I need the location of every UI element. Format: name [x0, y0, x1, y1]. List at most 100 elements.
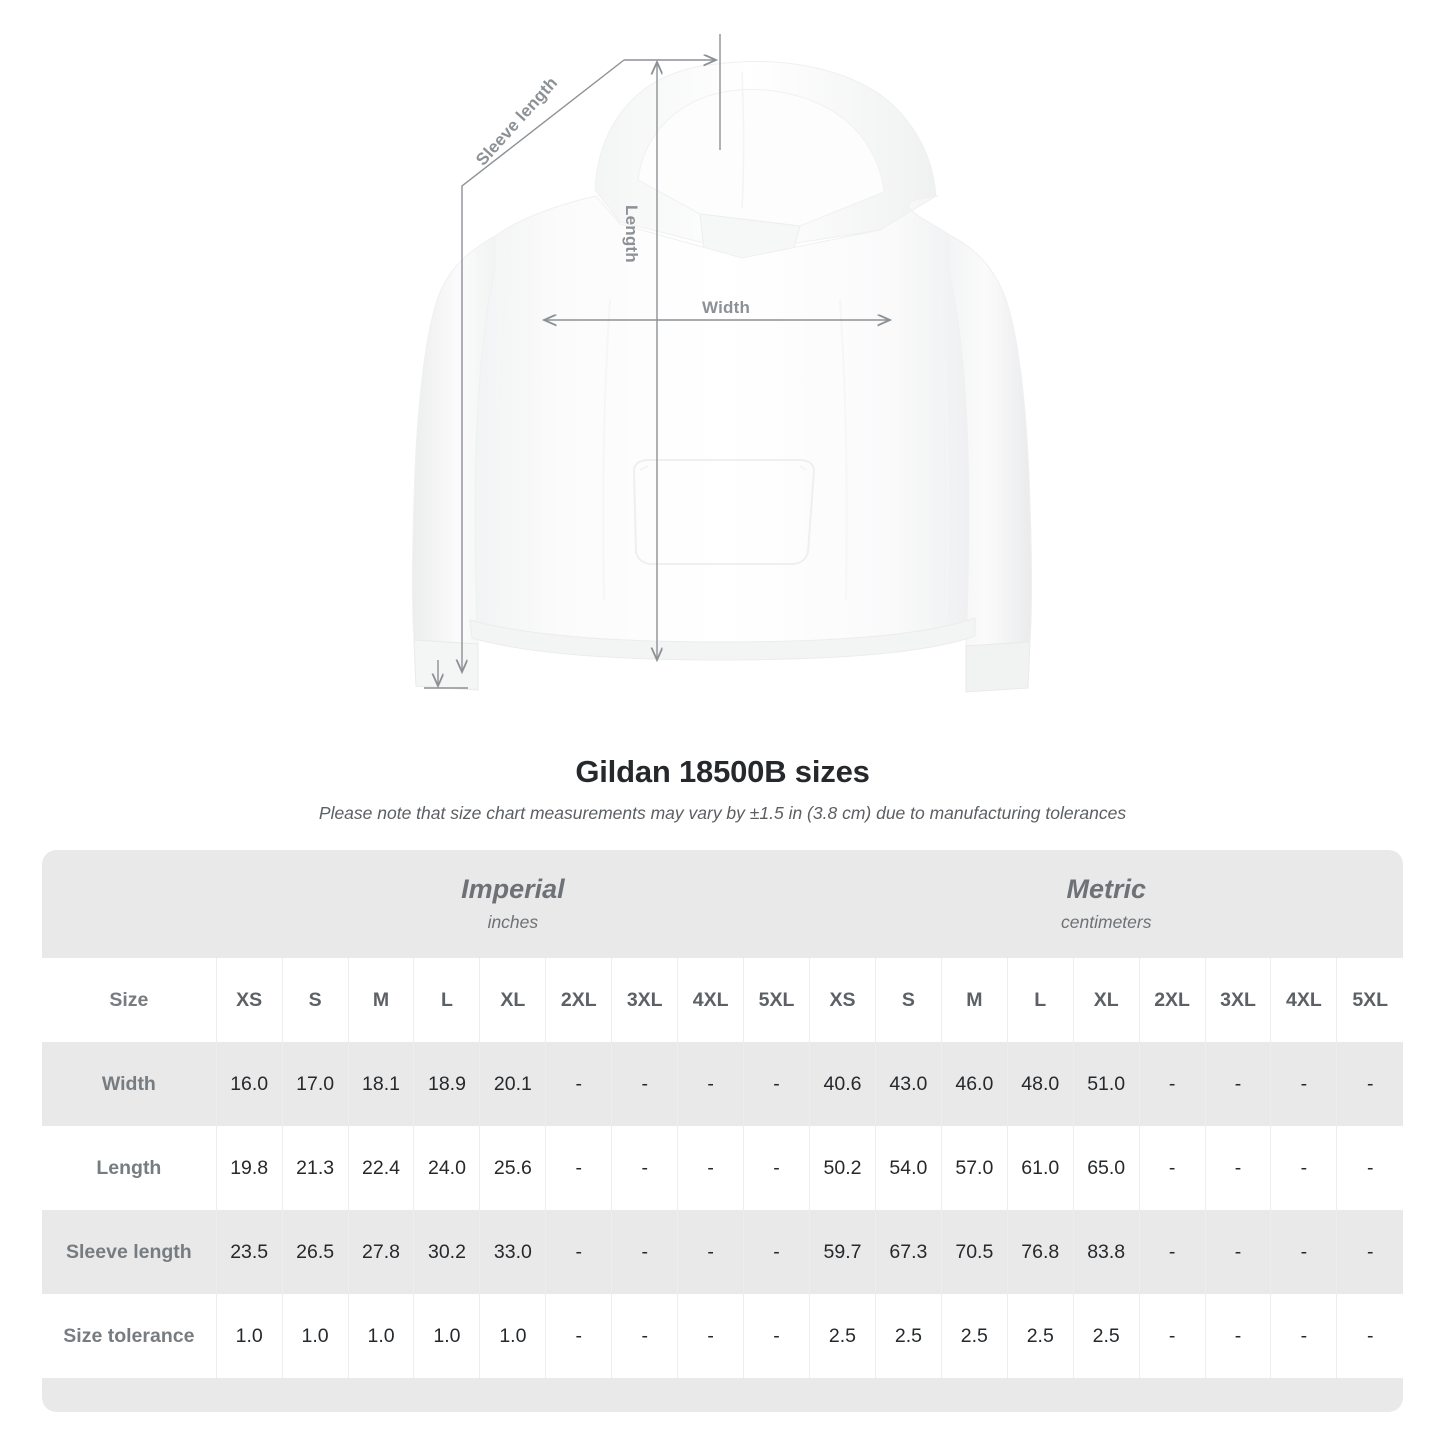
cell-length-imperial-s: 21.3 — [281, 1126, 349, 1210]
cell-width-metric-5xl: - — [1336, 1042, 1403, 1126]
size-header-metric-3xl: 3XL — [1204, 958, 1271, 1042]
cell-sleeve-length-metric-5xl: - — [1336, 1210, 1403, 1294]
size-header-imperial-4xl: 4XL — [677, 958, 744, 1042]
cell-sleeve-length-imperial-5xl: - — [743, 1210, 810, 1294]
hoodie-diagram — [412, 34, 1032, 693]
size-header-row: Size XS S M L XL 2XL 3XL 4XL 5XL XS S M L XL 2XL 3XL 4XL 5… — [42, 958, 1403, 1042]
cell-size-tolerance-imperial-2xl: - — [545, 1294, 612, 1378]
cell-sleeve-length-imperial-s: 26.5 — [281, 1210, 349, 1294]
footer-middle — [216, 1378, 1337, 1412]
cell-sleeve-length-imperial-4xl: - — [677, 1210, 744, 1294]
size-header-metric-l: L — [1006, 958, 1074, 1042]
cell-width-metric-s: 43.0 — [874, 1042, 942, 1126]
cell-length-metric-2xl: - — [1138, 1126, 1206, 1210]
unit-header-row: Imperial inches Metric centimeters — [42, 850, 1403, 958]
footer-right — [1336, 1378, 1403, 1412]
width-label: Width — [702, 298, 751, 317]
size-header-metric-2xl: 2XL — [1138, 958, 1206, 1042]
cell-width-imperial-2xl: - — [545, 1042, 612, 1126]
cell-size-tolerance-imperial-4xl: - — [677, 1294, 744, 1378]
table-row: Length 19.8 21.3 22.4 24.0 25.6- - - -50.2 54.0 57… — [42, 1126, 1403, 1210]
row-label-width: Width — [42, 1042, 217, 1126]
cell-length-metric-xs: 50.2 — [809, 1126, 876, 1210]
cell-length-imperial-m: 22.4 — [347, 1126, 414, 1210]
cell-sleeve-length-metric-l: 76.8 — [1006, 1210, 1074, 1294]
cell-width-imperial-3xl: - — [611, 1042, 678, 1126]
cell-length-metric-3xl: - — [1204, 1126, 1271, 1210]
cell-length-metric-5xl: - — [1336, 1126, 1403, 1210]
cell-size-tolerance-metric-4xl: - — [1270, 1294, 1337, 1378]
cell-size-tolerance-metric-m: 2.5 — [940, 1294, 1008, 1378]
length-label: Length — [622, 205, 641, 263]
cell-sleeve-length-metric-2xl: - — [1138, 1210, 1206, 1294]
dimension-lines — [424, 34, 890, 689]
title-block: Gildan 18500B sizes Please note that siz… — [0, 754, 1445, 824]
size-header-imperial-2xl: 2XL — [545, 958, 612, 1042]
unit-header-imperial: Imperial inches — [216, 850, 810, 958]
size-header-imperial-xl: XL — [479, 958, 546, 1042]
unit-header-spacer — [42, 850, 217, 958]
unit-name-metric: Metric — [1066, 873, 1147, 904]
cell-sleeve-length-imperial-3xl: - — [611, 1210, 678, 1294]
cell-length-imperial-xs: 19.8 — [215, 1126, 283, 1210]
cell-width-metric-m: 46.0 — [940, 1042, 1008, 1126]
cell-width-metric-xl: 51.0 — [1072, 1042, 1140, 1126]
size-header-metric-m: M — [940, 958, 1008, 1042]
cell-length-imperial-l: 24.0 — [413, 1126, 480, 1210]
size-header-metric-s: S — [874, 958, 942, 1042]
cell-size-tolerance-imperial-m: 1.0 — [347, 1294, 414, 1378]
cell-size-tolerance-imperial-5xl: - — [743, 1294, 810, 1378]
size-header-metric-xs: XS — [809, 958, 876, 1042]
row-label-size-tolerance: Size tolerance — [42, 1294, 217, 1378]
cell-size-tolerance-metric-2xl: - — [1138, 1294, 1206, 1378]
table-row: Width 16.0 17.0 18.1 18.9 20.1- - - -40.6 43.0 46.… — [42, 1042, 1403, 1126]
cell-size-tolerance-metric-xs: 2.5 — [809, 1294, 876, 1378]
cell-sleeve-length-imperial-xl: 33.0 — [479, 1210, 546, 1294]
cell-length-metric-xl: 65.0 — [1072, 1126, 1140, 1210]
cell-length-imperial-4xl: - — [677, 1126, 744, 1210]
cell-length-metric-s: 54.0 — [874, 1126, 942, 1210]
tolerance-note: Please note that size chart measurements… — [318, 803, 1127, 823]
cell-length-imperial-3xl: - — [611, 1126, 678, 1210]
cell-sleeve-length-imperial-m: 27.8 — [347, 1210, 414, 1294]
unit-sub-metric: centimeters — [1061, 912, 1152, 933]
cell-size-tolerance-imperial-3xl: - — [611, 1294, 678, 1378]
cell-sleeve-length-metric-4xl: - — [1270, 1210, 1337, 1294]
cell-sleeve-length-imperial-l: 30.2 — [413, 1210, 480, 1294]
page-title: Gildan 18500B sizes — [575, 754, 870, 789]
cell-size-tolerance-metric-s: 2.5 — [874, 1294, 942, 1378]
cell-size-tolerance-imperial-l: 1.0 — [413, 1294, 480, 1378]
table-row: Sleeve length 23.5 26.5 27.8 30.2 33.0- - - -59.… — [42, 1210, 1403, 1294]
sleeve-dimension-arrow — [462, 59, 625, 672]
cell-size-tolerance-metric-xl: 2.5 — [1072, 1294, 1140, 1378]
cell-sleeve-length-imperial-2xl: - — [545, 1210, 612, 1294]
cell-sleeve-length-metric-xl: 83.8 — [1072, 1210, 1140, 1294]
hoodie-shape — [412, 61, 1032, 693]
unit-sub-imperial: inches — [487, 912, 539, 933]
cell-length-metric-m: 57.0 — [940, 1126, 1008, 1210]
garment-illustration: Width Length Sleeve length — [412, 34, 1032, 693]
cell-width-imperial-xs: 16.0 — [215, 1042, 283, 1126]
unit-name-imperial: Imperial — [461, 873, 565, 904]
size-chart-table-container: Imperial inches Metric centimeters Size XS S M L… — [42, 850, 1403, 1412]
size-chart-table: Imperial inches Metric centimeters Size XS S M L… — [42, 850, 1403, 1412]
cell-size-tolerance-imperial-xl: 1.0 — [479, 1294, 546, 1378]
cell-length-imperial-2xl: - — [545, 1126, 612, 1210]
cell-length-imperial-5xl: - — [743, 1126, 810, 1210]
row-label-length: Length — [42, 1126, 217, 1210]
cell-width-imperial-5xl: - — [743, 1042, 810, 1126]
size-header-metric-5xl: 5XL — [1336, 958, 1403, 1042]
size-header-imperial-m: M — [347, 958, 414, 1042]
cell-width-metric-2xl: - — [1138, 1042, 1206, 1126]
cell-sleeve-length-metric-m: 70.5 — [940, 1210, 1008, 1294]
footer-left — [42, 1378, 217, 1412]
cell-width-metric-l: 48.0 — [1006, 1042, 1074, 1126]
size-header-imperial-s: S — [281, 958, 349, 1042]
cell-sleeve-length-metric-3xl: - — [1204, 1210, 1271, 1294]
cell-width-imperial-m: 18.1 — [347, 1042, 414, 1126]
cell-width-imperial-xl: 20.1 — [479, 1042, 546, 1126]
size-header-imperial-3xl: 3XL — [611, 958, 678, 1042]
table-footer-strip — [42, 1378, 1403, 1412]
cell-size-tolerance-metric-5xl: - — [1336, 1294, 1403, 1378]
cell-width-metric-4xl: - — [1270, 1042, 1337, 1126]
